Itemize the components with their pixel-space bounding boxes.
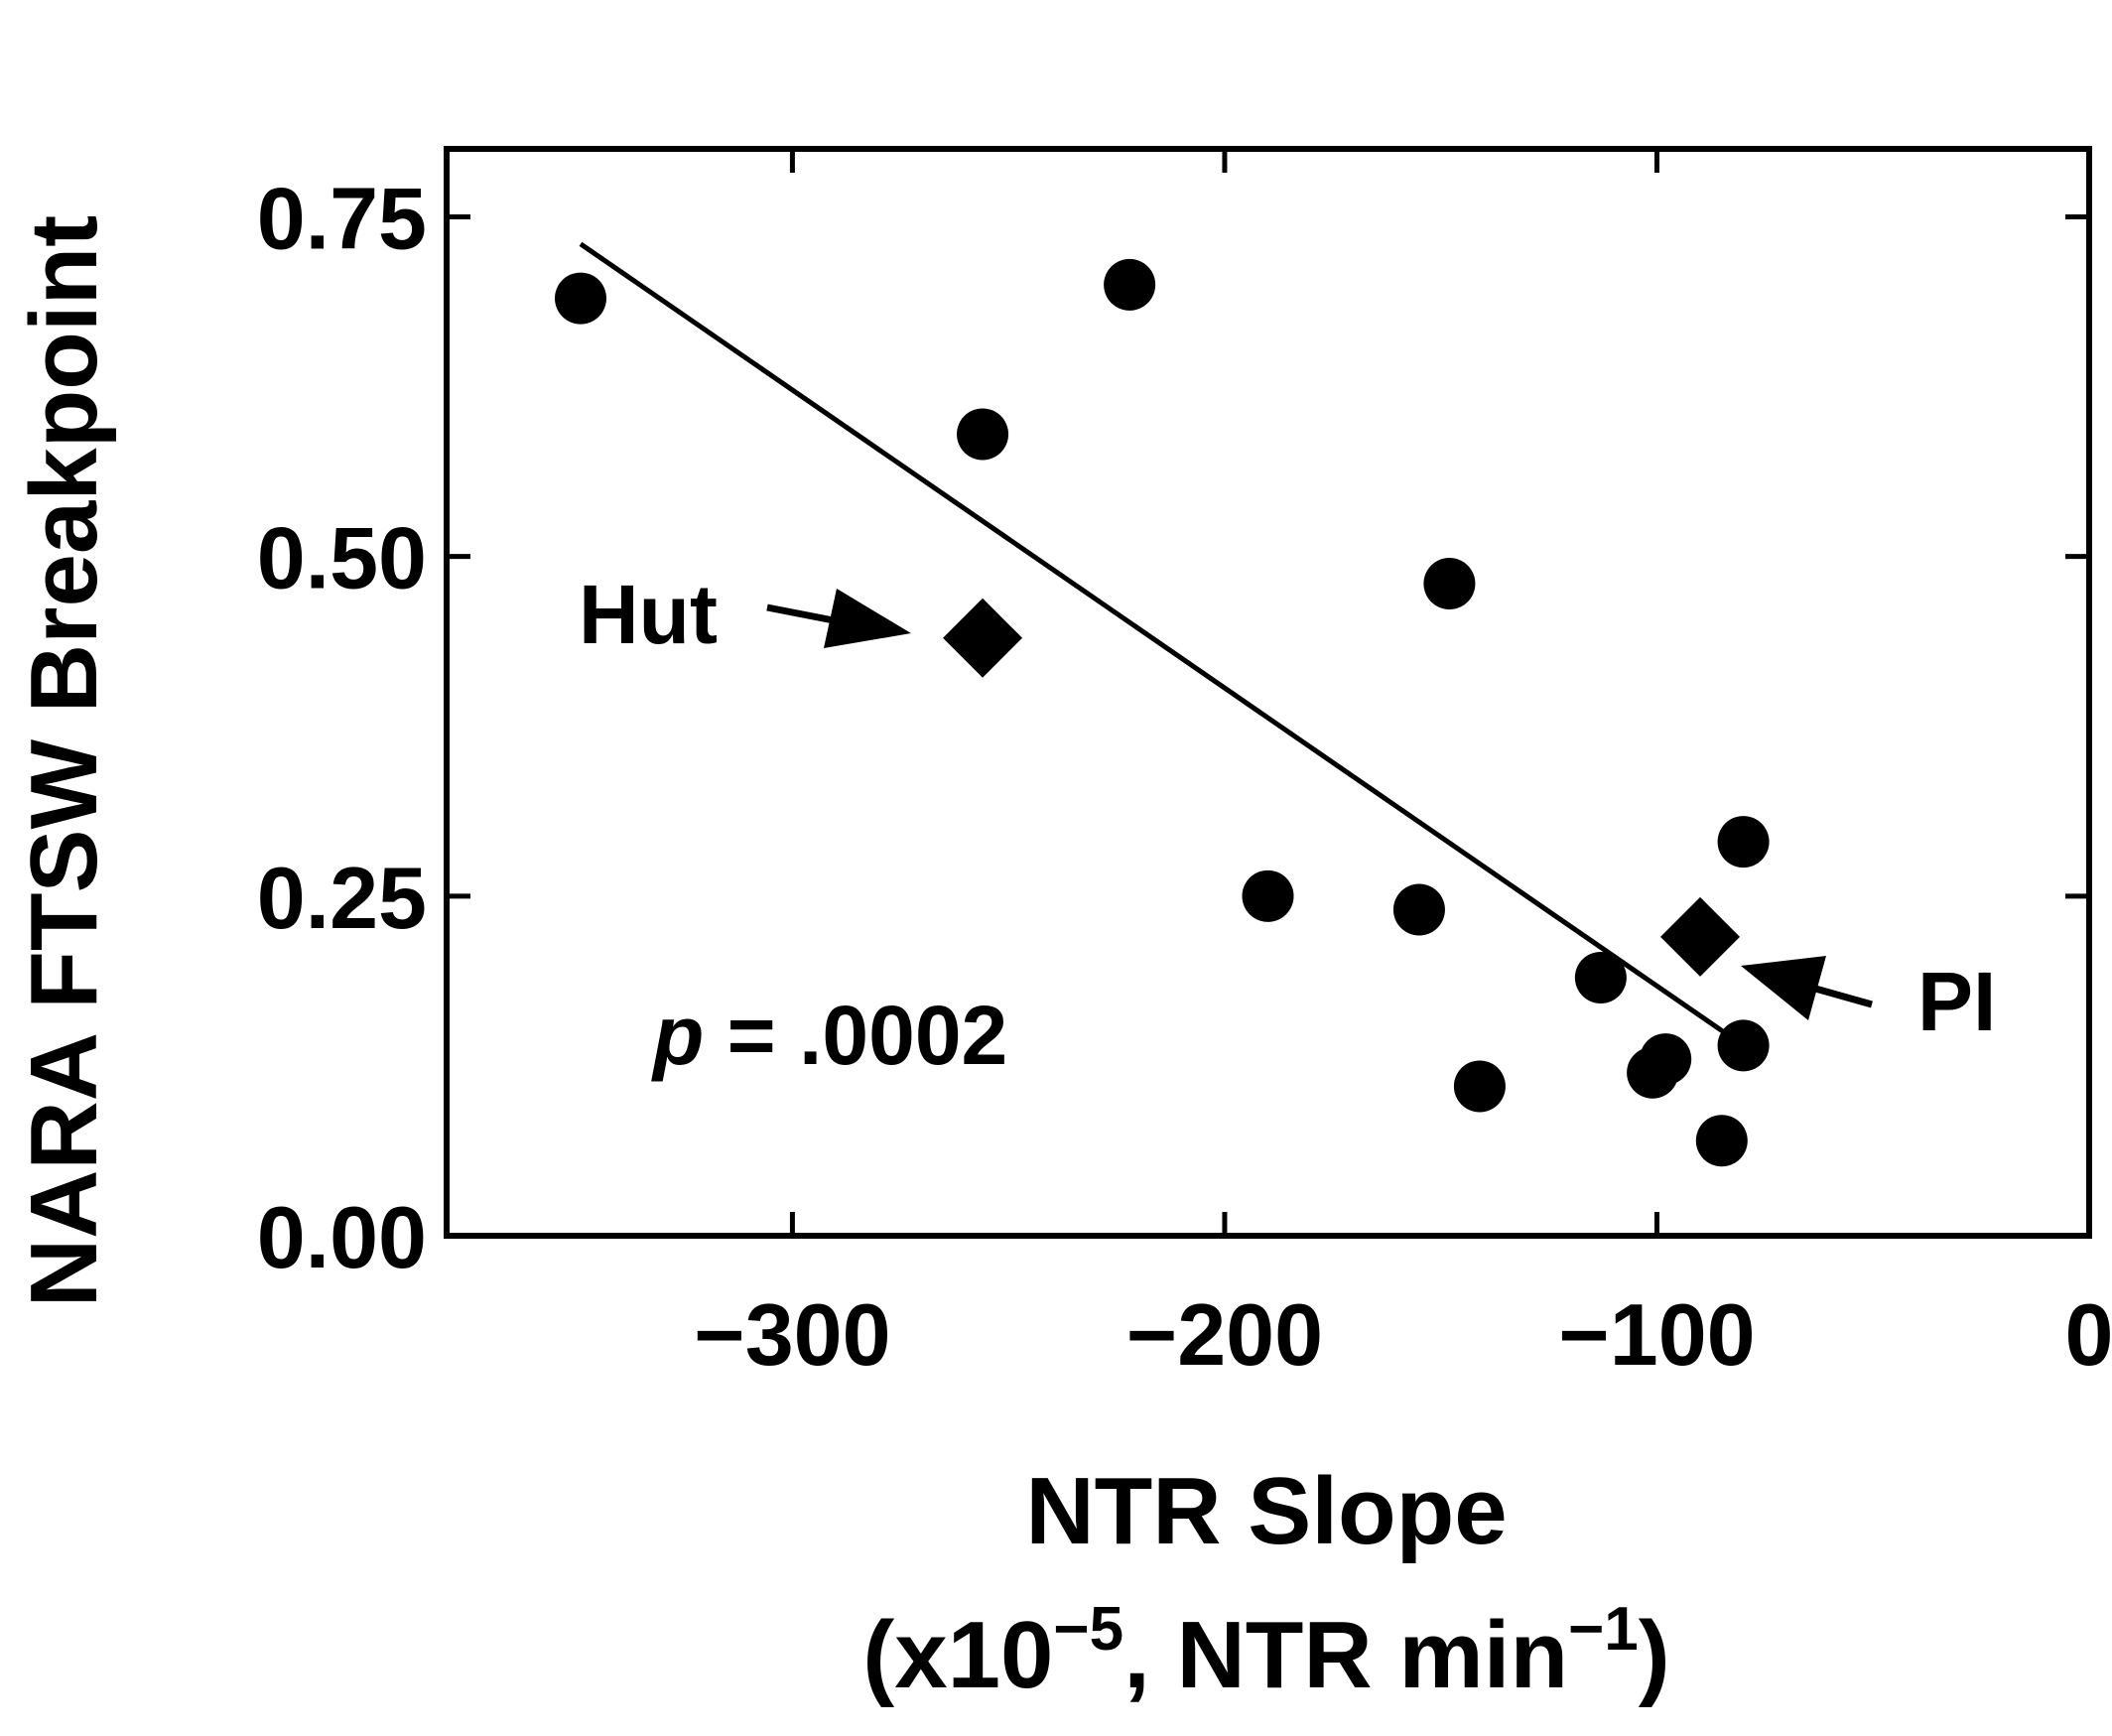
pi-label: PI [1917,955,1996,1048]
y-tick-label: 0.75 [257,169,427,267]
x-axis-label: NTR Slope [1025,1458,1507,1564]
circle-point [555,272,607,325]
y-tick-label: 0.00 [257,1188,427,1286]
circle-point [1640,1033,1692,1086]
p-value-label: p = .0002 [651,989,1007,1082]
pi-arrow-head [1741,956,1826,1020]
y-tick-label: 0.50 [257,509,427,607]
p-rest: = .0002 [704,989,1007,1082]
fit-line [579,241,1745,1048]
circle-point [1574,951,1627,1003]
circle-point [1717,1019,1770,1072]
x-units-prefix: (x10 [862,1602,1053,1708]
data-points [555,258,1770,1167]
plot-frame [444,146,2092,1239]
circle-point [1104,258,1156,311]
y-tick-label: 0.25 [257,849,427,947]
pi-arrow [1741,956,1873,1020]
plot-area: −300 −200 −100 0 0.00 0.25 0.50 0.75 [257,146,2112,1384]
circle-point [1717,816,1770,868]
hut-label: Hut [579,568,718,661]
x-units-exp2: −1 [1568,1595,1639,1664]
circle-point [1423,558,1476,609]
hut-arrow [766,589,911,648]
y-axis-label: NARA FTSW Breakpoint [11,215,117,1307]
x-units-exp1: −5 [1053,1595,1123,1664]
circle-point [1453,1060,1506,1113]
diamond-point [943,598,1023,678]
axis-ticks: −300 −200 −100 0 0.00 0.25 0.50 0.75 [257,149,2112,1384]
circle-point [1242,869,1294,922]
p-italic: p [651,989,704,1082]
x-axis-units: (x10−5, NTR min−1) [862,1595,1670,1708]
hut-arrow-head [824,589,911,648]
diamond-point [1660,896,1741,977]
x-tick-label: −200 [1126,1285,1323,1384]
x-units-suffix: ) [1639,1602,1670,1708]
x-tick-label: 0 [2065,1285,2112,1384]
circle-point [1695,1115,1748,1167]
x-units-middle: , NTR min [1123,1602,1568,1708]
circle-point [1392,883,1445,936]
x-tick-label: −100 [1558,1285,1755,1384]
x-tick-label: −300 [694,1285,890,1384]
circle-point [957,408,1009,461]
